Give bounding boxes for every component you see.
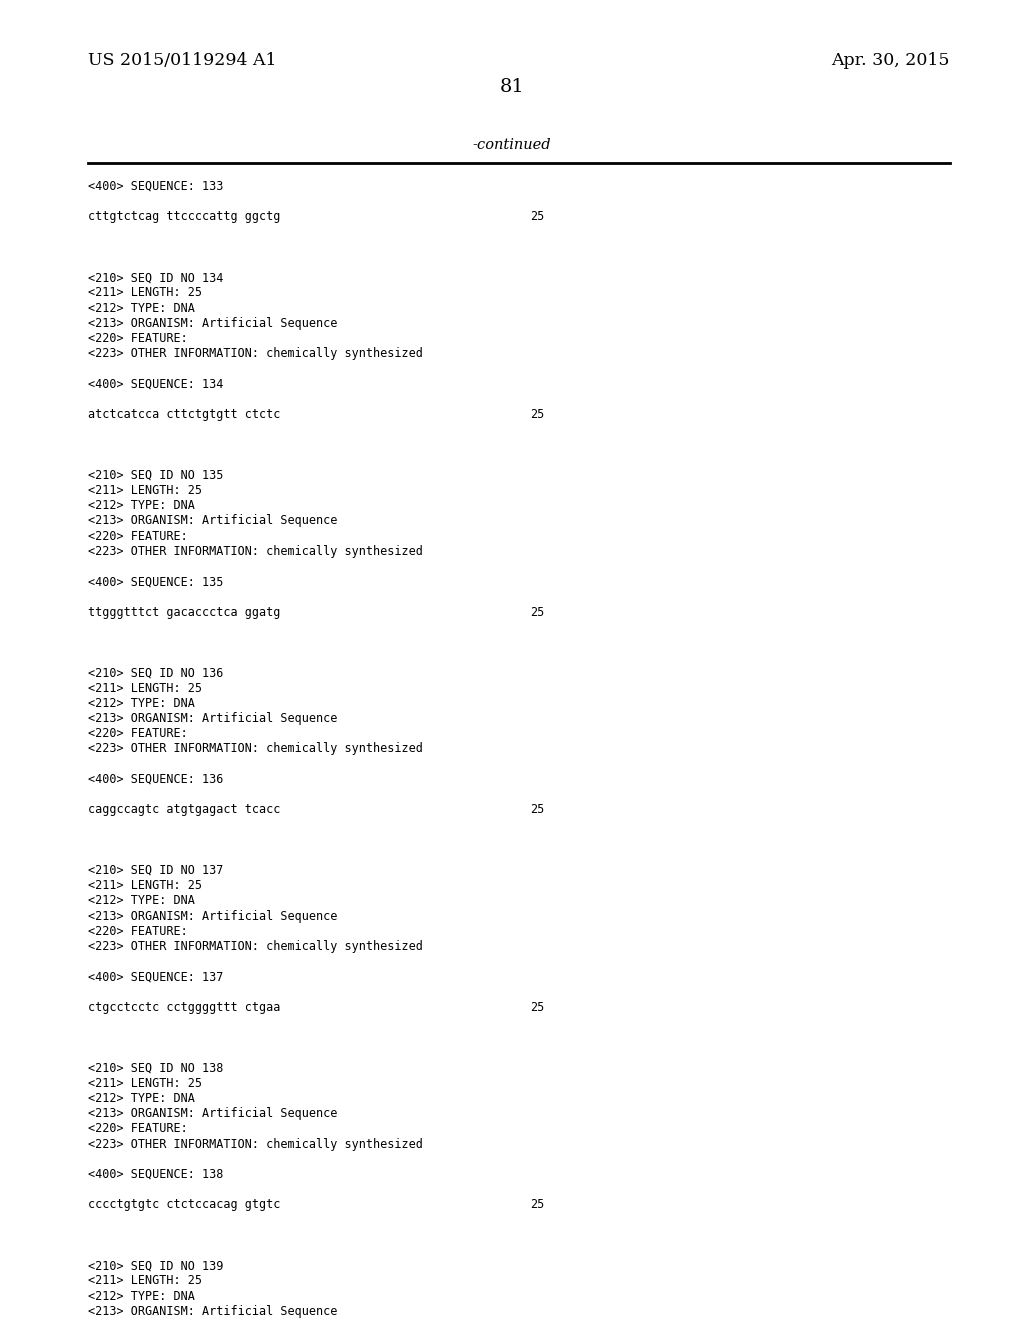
Text: <211> LENGTH: 25: <211> LENGTH: 25 xyxy=(88,1274,202,1287)
Text: <211> LENGTH: 25: <211> LENGTH: 25 xyxy=(88,484,202,498)
Text: <223> OTHER INFORMATION: chemically synthesized: <223> OTHER INFORMATION: chemically synt… xyxy=(88,940,423,953)
Text: 25: 25 xyxy=(530,803,544,816)
Text: <223> OTHER INFORMATION: chemically synthesized: <223> OTHER INFORMATION: chemically synt… xyxy=(88,545,423,558)
Text: cttgtctcag ttccccattg ggctg: cttgtctcag ttccccattg ggctg xyxy=(88,210,281,223)
Text: <212> TYPE: DNA: <212> TYPE: DNA xyxy=(88,1290,195,1303)
Text: <220> FEATURE:: <220> FEATURE: xyxy=(88,333,187,345)
Text: <211> LENGTH: 25: <211> LENGTH: 25 xyxy=(88,879,202,892)
Text: ttgggtttct gacaccctca ggatg: ttgggtttct gacaccctca ggatg xyxy=(88,606,281,619)
Text: <212> TYPE: DNA: <212> TYPE: DNA xyxy=(88,1092,195,1105)
Text: 25: 25 xyxy=(530,210,544,223)
Text: <212> TYPE: DNA: <212> TYPE: DNA xyxy=(88,301,195,314)
Text: <400> SEQUENCE: 137: <400> SEQUENCE: 137 xyxy=(88,970,223,983)
Text: <213> ORGANISM: Artificial Sequence: <213> ORGANISM: Artificial Sequence xyxy=(88,317,337,330)
Text: <210> SEQ ID NO 136: <210> SEQ ID NO 136 xyxy=(88,667,223,680)
Text: <400> SEQUENCE: 135: <400> SEQUENCE: 135 xyxy=(88,576,223,589)
Text: <213> ORGANISM: Artificial Sequence: <213> ORGANISM: Artificial Sequence xyxy=(88,515,337,528)
Text: 25: 25 xyxy=(530,606,544,619)
Text: <220> FEATURE:: <220> FEATURE: xyxy=(88,1122,187,1135)
Text: Apr. 30, 2015: Apr. 30, 2015 xyxy=(831,51,950,69)
Text: <213> ORGANISM: Artificial Sequence: <213> ORGANISM: Artificial Sequence xyxy=(88,711,337,725)
Text: 25: 25 xyxy=(530,1199,544,1212)
Text: <220> FEATURE:: <220> FEATURE: xyxy=(88,727,187,741)
Text: <400> SEQUENCE: 136: <400> SEQUENCE: 136 xyxy=(88,772,223,785)
Text: <212> TYPE: DNA: <212> TYPE: DNA xyxy=(88,895,195,907)
Text: -continued: -continued xyxy=(473,139,551,152)
Text: cccctgtgtc ctctccacag gtgtc: cccctgtgtc ctctccacag gtgtc xyxy=(88,1199,281,1212)
Text: <220> FEATURE:: <220> FEATURE: xyxy=(88,925,187,937)
Text: <211> LENGTH: 25: <211> LENGTH: 25 xyxy=(88,286,202,300)
Text: <211> LENGTH: 25: <211> LENGTH: 25 xyxy=(88,681,202,694)
Text: <213> ORGANISM: Artificial Sequence: <213> ORGANISM: Artificial Sequence xyxy=(88,909,337,923)
Text: <212> TYPE: DNA: <212> TYPE: DNA xyxy=(88,499,195,512)
Text: ctgcctcctc cctggggttt ctgaa: ctgcctcctc cctggggttt ctgaa xyxy=(88,1001,281,1014)
Text: <400> SEQUENCE: 133: <400> SEQUENCE: 133 xyxy=(88,180,223,193)
Text: US 2015/0119294 A1: US 2015/0119294 A1 xyxy=(88,51,276,69)
Text: <223> OTHER INFORMATION: chemically synthesized: <223> OTHER INFORMATION: chemically synt… xyxy=(88,742,423,755)
Text: <400> SEQUENCE: 138: <400> SEQUENCE: 138 xyxy=(88,1168,223,1181)
Text: atctcatcca cttctgtgtt ctctc: atctcatcca cttctgtgtt ctctc xyxy=(88,408,281,421)
Text: <213> ORGANISM: Artificial Sequence: <213> ORGANISM: Artificial Sequence xyxy=(88,1304,337,1317)
Text: 25: 25 xyxy=(530,408,544,421)
Text: <212> TYPE: DNA: <212> TYPE: DNA xyxy=(88,697,195,710)
Text: 25: 25 xyxy=(530,1001,544,1014)
Text: 81: 81 xyxy=(500,78,524,96)
Text: <210> SEQ ID NO 137: <210> SEQ ID NO 137 xyxy=(88,865,223,876)
Text: <210> SEQ ID NO 138: <210> SEQ ID NO 138 xyxy=(88,1061,223,1074)
Text: <220> FEATURE:: <220> FEATURE: xyxy=(88,529,187,543)
Text: <210> SEQ ID NO 135: <210> SEQ ID NO 135 xyxy=(88,469,223,482)
Text: <400> SEQUENCE: 134: <400> SEQUENCE: 134 xyxy=(88,378,223,391)
Text: <210> SEQ ID NO 134: <210> SEQ ID NO 134 xyxy=(88,271,223,284)
Text: <223> OTHER INFORMATION: chemically synthesized: <223> OTHER INFORMATION: chemically synt… xyxy=(88,347,423,360)
Text: <211> LENGTH: 25: <211> LENGTH: 25 xyxy=(88,1077,202,1090)
Text: <210> SEQ ID NO 139: <210> SEQ ID NO 139 xyxy=(88,1259,223,1272)
Text: caggccagtc atgtgagact tcacc: caggccagtc atgtgagact tcacc xyxy=(88,803,281,816)
Text: <223> OTHER INFORMATION: chemically synthesized: <223> OTHER INFORMATION: chemically synt… xyxy=(88,1138,423,1151)
Text: <213> ORGANISM: Artificial Sequence: <213> ORGANISM: Artificial Sequence xyxy=(88,1107,337,1121)
